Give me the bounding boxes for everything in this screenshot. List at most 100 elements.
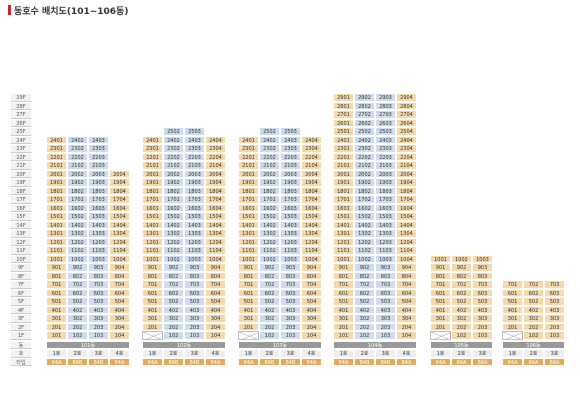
unit-cell: 1602 (354, 203, 375, 212)
unit-cell: 1301 (333, 229, 354, 238)
unit-cell: 602 (259, 288, 280, 297)
unit-cell: 1103 (375, 246, 396, 255)
unit-cell: 1101 (333, 246, 354, 255)
unit-cell: 1004 (301, 254, 322, 263)
unit-type: 84B (67, 357, 88, 366)
unit-cell: 401 (142, 305, 163, 314)
floor-label: 21F (10, 161, 32, 170)
unit-cell: 2704 (396, 110, 417, 119)
unit-cell: 102 (67, 331, 88, 340)
unit-cell: 104 (205, 331, 226, 340)
unit-cell: 2003 (375, 169, 396, 178)
unit-cell: 2004 (301, 169, 322, 178)
unit-cell: 1001 (333, 254, 354, 263)
unit-cell: 2002 (67, 169, 88, 178)
unit-cell: 702 (259, 280, 280, 289)
unit-cell: 803 (184, 271, 205, 280)
unit-cell: 104 (109, 331, 130, 340)
unit-cell: 703 (184, 280, 205, 289)
floor-label: 3F (10, 314, 32, 323)
unit-cell: 1104 (396, 246, 417, 255)
unit-cell: 102 (354, 331, 375, 340)
unit-cell: 1001 (142, 254, 163, 263)
unit-cell: 2304 (205, 144, 226, 153)
unit-cell: 1503 (184, 212, 205, 221)
unit-cell: 603 (472, 288, 493, 297)
unit-cell: 1102 (259, 246, 280, 255)
unit-cell: 1402 (259, 220, 280, 229)
unit-line: 1호 (142, 349, 163, 358)
unit-cell: 204 (396, 322, 417, 331)
unit-cell: 1003 (280, 254, 301, 263)
unit-cell: 2304 (396, 144, 417, 153)
unit-cell: 401 (46, 305, 67, 314)
unit-cell: 404 (396, 305, 417, 314)
unit-cell: 803 (375, 271, 396, 280)
unit-cell: 2004 (205, 169, 226, 178)
unit-cell: 401 (502, 305, 523, 314)
unit-cell: 603 (280, 288, 301, 297)
unit-cell: 1701 (46, 195, 67, 204)
unit-cell: 503 (88, 297, 109, 306)
unit-cell: 2502 (259, 127, 280, 136)
unit-cell: 1103 (88, 246, 109, 255)
unit-cell: 903 (375, 263, 396, 272)
unit-cell: 204 (109, 322, 130, 331)
building-name: 103동 (238, 340, 322, 349)
unit-cell: 2402 (163, 135, 184, 144)
title: 동호수 배치도(101~106동) (14, 7, 129, 17)
unit-line: 4호 (205, 349, 226, 358)
unit-cell: 2201 (46, 152, 67, 161)
floor-label: 9F (10, 263, 32, 272)
unit-cell: 1603 (375, 203, 396, 212)
unit-cell: 1904 (205, 178, 226, 187)
unit-cell: 403 (184, 305, 205, 314)
unit-cell: 103 (375, 331, 396, 340)
unit-cell: 2503 (280, 127, 301, 136)
unit-cell: 1904 (301, 178, 322, 187)
unit-cell: 1901 (46, 178, 67, 187)
unit-cell: 2302 (259, 144, 280, 153)
unit-cell: 1204 (396, 237, 417, 246)
unit-cell: 402 (163, 305, 184, 314)
unit-cell: 1204 (109, 237, 130, 246)
unit-cell: 1201 (238, 237, 259, 246)
unit-cell: 1101 (46, 246, 67, 255)
building-name: 101동 (46, 340, 130, 349)
unit-cell: 1604 (301, 203, 322, 212)
unit-cell: 604 (205, 288, 226, 297)
unit-cell: 2201 (333, 152, 354, 161)
unit-cell: 1604 (396, 203, 417, 212)
unit-cell: 1804 (205, 186, 226, 195)
unit-cell: 502 (523, 297, 544, 306)
unit-cell: 1903 (88, 178, 109, 187)
unit-cell: 2003 (280, 169, 301, 178)
unit-cell: 703 (88, 280, 109, 289)
unit-cell: 2702 (354, 110, 375, 119)
unit-cell: 701 (238, 280, 259, 289)
unit-cell: 1702 (67, 195, 88, 204)
unit-type: 84A (396, 357, 417, 366)
floor-label: 20F (10, 169, 32, 178)
unit-cell: 1701 (238, 195, 259, 204)
unit-cell: 103 (472, 331, 493, 340)
unit-cell: 2402 (259, 135, 280, 144)
unit-cell: 1502 (163, 212, 184, 221)
unit-cell: 403 (280, 305, 301, 314)
unit-cell: 303 (280, 314, 301, 323)
floor-label: 24F (10, 135, 32, 144)
unit-cell: 1002 (163, 254, 184, 263)
unit-cell: 2204 (396, 152, 417, 161)
unit-cell: 502 (67, 297, 88, 306)
unit-cell: 403 (544, 305, 565, 314)
unit-cell: 1601 (142, 203, 163, 212)
unit-cell: 201 (142, 322, 163, 331)
unit-cell: 1802 (67, 186, 88, 195)
unit-cell: 1203 (280, 237, 301, 246)
unit-cell: 2404 (396, 135, 417, 144)
unit-type: 84B (163, 357, 184, 366)
unit-cell: 1802 (354, 186, 375, 195)
unit-cell: 2003 (88, 169, 109, 178)
unit-cell: 203 (544, 322, 565, 331)
unit-cell: 401 (238, 305, 259, 314)
